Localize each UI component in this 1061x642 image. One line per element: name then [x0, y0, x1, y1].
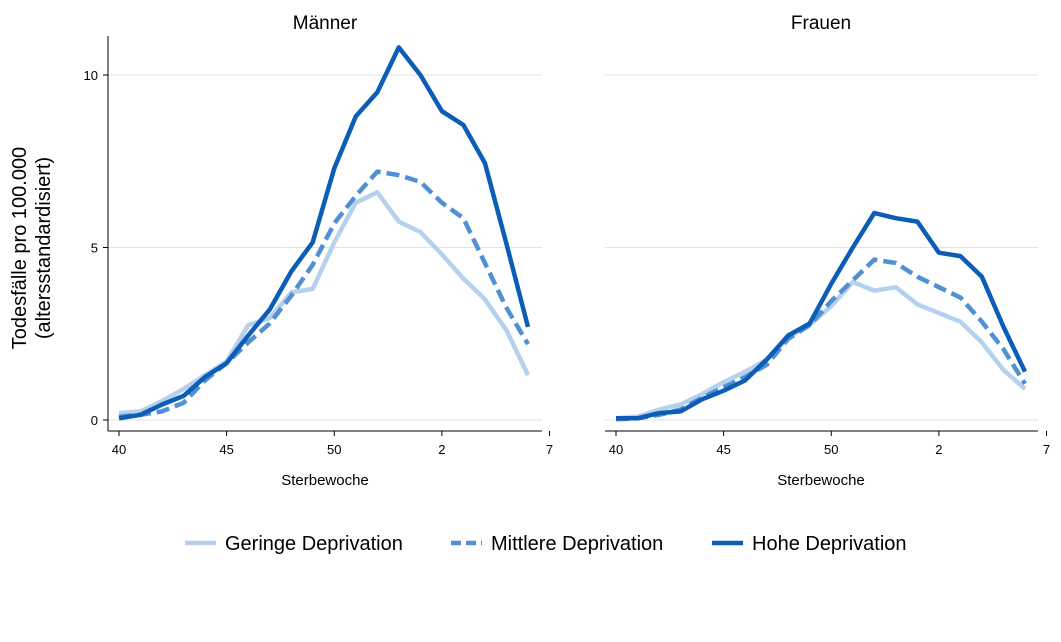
y-axis-label: Todesfälle pro 100.000 (altersstandardis… — [9, 147, 55, 349]
x-tick-label: 50 — [824, 442, 838, 457]
series-line-mittlere — [118, 169, 530, 419]
legend-label-mittlere: Mittlere Deprivation — [491, 533, 663, 555]
x-axis-label: Sterbewoche — [777, 472, 865, 489]
series-line-hohe — [118, 45, 531, 421]
series-line-geringe — [118, 190, 531, 416]
x-tick-label: 40 — [609, 442, 623, 457]
y-tick-label: 0 — [91, 413, 98, 428]
series-line-hohe — [616, 210, 1028, 421]
x-axis-label: Sterbewoche — [281, 472, 369, 489]
x-tick-label: 2 — [438, 442, 445, 457]
panel-title: Frauen — [791, 13, 851, 34]
x-tick-label: 7 — [546, 442, 553, 457]
legend-label-hohe: Hohe Deprivation — [752, 533, 907, 555]
x-tick-label: 50 — [327, 442, 341, 457]
x-tick-label: 2 — [935, 442, 942, 457]
y-tick-label: 5 — [91, 241, 98, 256]
y-tick-label: 10 — [84, 68, 98, 83]
legend: Geringe Deprivation Mittlere Deprivation… — [185, 533, 907, 555]
panel-title: Männer — [293, 13, 358, 34]
legend-label-geringe: Geringe Deprivation — [225, 533, 403, 555]
y-axis-label-line-2: (altersstandardisiert) — [33, 157, 55, 339]
series-line-mittlere — [615, 257, 1027, 422]
x-tick-label: 45 — [716, 442, 730, 457]
panel-maenner: Männer Sterbewoche 0 5 10 40 45 50 2 7 — [84, 13, 554, 489]
x-tick-label: 7 — [1043, 442, 1050, 457]
x-tick-label: 45 — [219, 442, 233, 457]
panel-frauen: Frauen Sterbewoche 40 45 50 2 7 — [605, 13, 1050, 489]
y-axis-label-line-1: Todesfälle pro 100.000 — [9, 147, 31, 349]
x-tick-label: 40 — [112, 442, 126, 457]
